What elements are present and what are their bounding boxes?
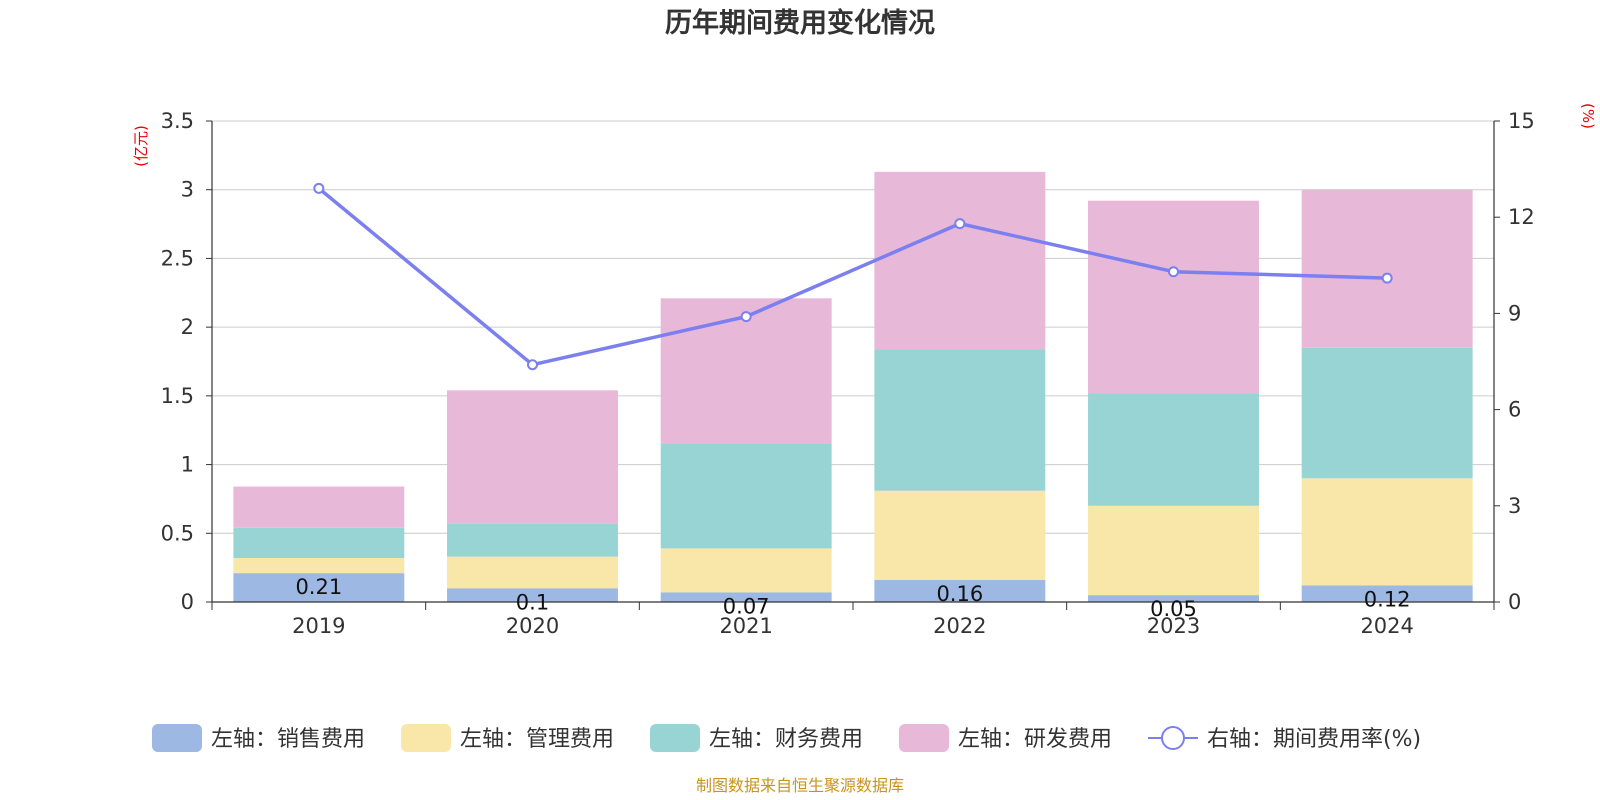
rate-line-point xyxy=(740,311,752,323)
bar-segment xyxy=(447,588,618,602)
bar-segment xyxy=(874,490,1046,581)
x-axis-tick-label: 2021 xyxy=(719,614,772,638)
left-axis-tick-label: 0.5 xyxy=(161,521,194,545)
bar-segment xyxy=(447,390,618,524)
left-axis-tick-label: 1.5 xyxy=(161,384,194,408)
legend-label: 左轴：研发费用 xyxy=(958,727,1112,752)
bar-data-label: 0.07 xyxy=(723,594,770,618)
bars xyxy=(233,171,1473,602)
right-axis-tick-label: 6 xyxy=(1508,398,1521,422)
right-axis-tick-label: 12 xyxy=(1508,205,1535,229)
right-axis-tick-label: 9 xyxy=(1508,301,1521,325)
rate-line-point xyxy=(954,218,966,230)
bar-data-label: 0.1 xyxy=(516,590,549,614)
rate-line-point xyxy=(1381,272,1393,284)
legend-swatch xyxy=(650,724,700,752)
bar-segment xyxy=(1088,200,1259,394)
left-axis-tick-label: 0 xyxy=(181,590,194,614)
bar-segment xyxy=(233,486,405,528)
left-axis-tick-label: 1 xyxy=(181,453,194,477)
bar-segment xyxy=(1301,347,1473,479)
grid-lines xyxy=(212,120,1494,534)
bar-data-label: 0.16 xyxy=(936,582,983,606)
left-axis-tick-label: 2.5 xyxy=(161,246,194,270)
axes: 0 0.5 1 1.5 2 2.5 3 3.5 0 3 6 9 12 15 2019 2020 2021 2022… xyxy=(161,109,1535,638)
bar-segment xyxy=(1088,505,1259,596)
legend-label: 右轴：期间费用率(%) xyxy=(1207,727,1421,752)
bar-data-label: 0.21 xyxy=(295,575,342,599)
x-axis-tick-label: 2022 xyxy=(933,614,986,638)
bar-data-label: 0.05 xyxy=(1150,597,1197,621)
source-note: 制图数据来自恒生聚源数据库 xyxy=(696,776,904,795)
rate-line xyxy=(313,182,1393,371)
bar-segment xyxy=(233,573,405,602)
legend-swatch xyxy=(152,724,202,752)
right-axis-tick-label: 15 xyxy=(1508,109,1535,133)
bar-segment xyxy=(1301,478,1473,586)
bar-data-label: 0.12 xyxy=(1364,588,1411,612)
bar-segment xyxy=(1088,393,1259,506)
rate-line-path xyxy=(317,186,1388,367)
right-axis-tick-label: 0 xyxy=(1508,590,1521,614)
chart-title: 历年期间费用变化情况 xyxy=(665,7,935,39)
legend-label: 左轴：财务费用 xyxy=(709,727,863,752)
rate-line-point xyxy=(1168,266,1179,278)
bar-segment xyxy=(233,527,405,559)
legend-label: 左轴：销售费用 xyxy=(211,727,365,752)
right-axis-tick-label: 3 xyxy=(1508,494,1521,518)
data-labels: 0.21 0.1 0.07 0.16 0.05 0.12 xyxy=(295,575,1410,621)
bar-segment xyxy=(660,443,832,549)
bar-segment xyxy=(660,592,832,602)
left-axis-tick-label: 3 xyxy=(181,178,194,202)
legend-label: 左轴：管理费用 xyxy=(460,727,614,752)
bar-segment xyxy=(874,349,1046,491)
bar-segment xyxy=(447,556,618,589)
x-axis-tick-label: 2019 xyxy=(292,614,345,638)
x-axis-tick-label: 2024 xyxy=(1360,614,1413,638)
bar-segment xyxy=(874,171,1046,350)
x-axis-tick-label: 2020 xyxy=(506,614,559,638)
bar-segment xyxy=(1301,189,1473,348)
bar-segment xyxy=(447,523,618,557)
left-axis-tick-label: 2 xyxy=(181,315,194,339)
bar-segment xyxy=(1301,585,1473,602)
bar-segment xyxy=(660,548,832,593)
left-axis-tick-label: 3.5 xyxy=(161,109,194,133)
right-axis-unit: (%) xyxy=(1579,103,1597,129)
bar-segment xyxy=(660,298,832,444)
rate-line-point xyxy=(527,359,538,371)
bar-segment xyxy=(1088,595,1259,602)
left-axis-unit: (亿元) xyxy=(132,125,150,167)
rate-line-point xyxy=(313,182,325,194)
x-axis-tick-label: 2023 xyxy=(1147,614,1200,638)
legend-line-marker-icon xyxy=(1161,726,1185,750)
legend-swatch xyxy=(899,724,949,752)
bar-segment xyxy=(874,580,1046,602)
legend: 左轴：销售费用 左轴：管理费用 左轴：财务费用 左轴：研发费用 右轴：期间费用率(%) xyxy=(152,724,1421,752)
legend-swatch xyxy=(401,724,451,752)
bar-segment xyxy=(233,558,405,574)
